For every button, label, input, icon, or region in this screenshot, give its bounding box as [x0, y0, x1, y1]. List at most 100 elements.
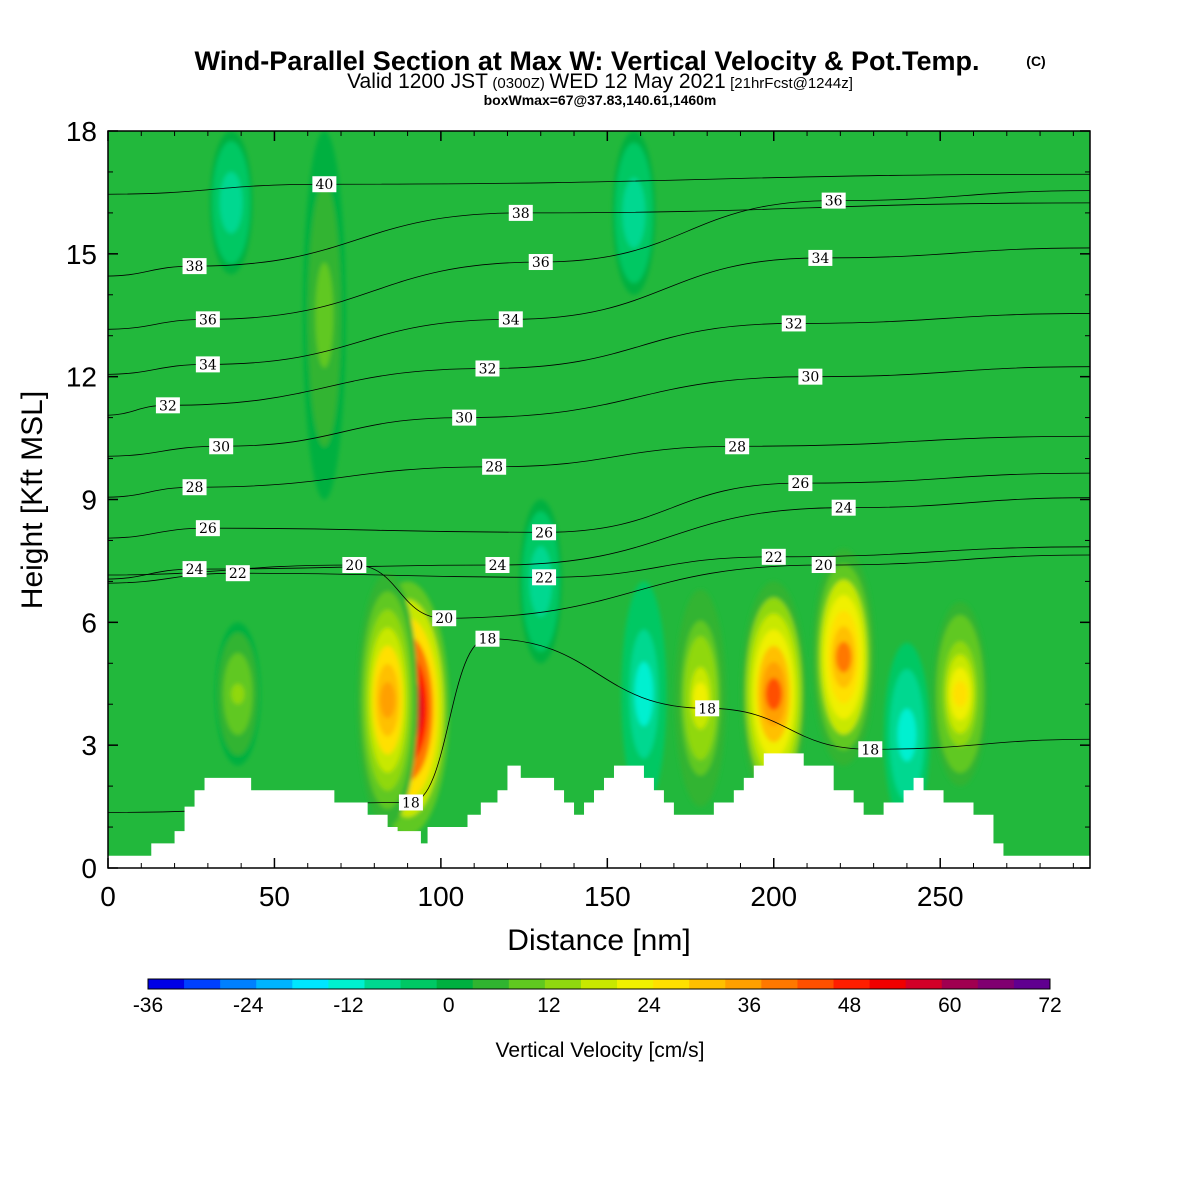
- colorbar-tick-label: 48: [838, 994, 861, 1017]
- theta-label-box: [312, 176, 337, 193]
- theta-label: 20: [811, 557, 836, 574]
- theta-label-text: 38: [512, 206, 530, 222]
- theta-label-text: 40: [315, 177, 333, 193]
- colorbar-label: Vertical Velocity [cm/s]: [496, 1039, 705, 1062]
- theta-label-text: 26: [199, 521, 217, 537]
- theta-label-box: [532, 569, 557, 586]
- theta-label-box: [452, 409, 477, 426]
- velocity-core: [952, 680, 968, 708]
- colorbar-tick-label: 0: [443, 994, 455, 1017]
- colorbar-tick-label: 72: [1038, 994, 1061, 1017]
- x-tick-label: 250: [917, 881, 964, 912]
- theta-label: 34: [195, 356, 220, 373]
- theta-label-text: 20: [435, 611, 453, 627]
- theta-label: 36: [821, 192, 846, 210]
- theta-label-text: 20: [345, 558, 363, 574]
- y-axis-label: Height [Kft MSL]: [16, 391, 49, 609]
- box-wmax-label: boxWmax=67@37.83,140.61,1460m: [484, 92, 717, 108]
- velocity-core: [231, 683, 245, 705]
- y-tick-label: 15: [66, 239, 97, 270]
- velocity-field: [209, 131, 988, 836]
- colorbar-swatch: [472, 979, 510, 989]
- theta-label-text: 18: [479, 632, 497, 648]
- colorbar-swatch: [256, 979, 293, 989]
- theta-label: 32: [475, 360, 500, 377]
- colorbar-tick-label: -24: [233, 994, 264, 1017]
- plot-area: 40 38 38 36 36 36 34 34 34 32 32 32 30 30 30 28 28 28 26 26…: [108, 131, 1090, 868]
- theta-label: 18: [398, 794, 423, 811]
- theta-label: 30: [452, 409, 477, 427]
- velocity-core: [224, 192, 238, 213]
- colorbar-swatch: [725, 979, 762, 989]
- theta-label: 28: [182, 479, 207, 496]
- theta-label-text: 36: [532, 255, 550, 271]
- chart-title: Wind-Parallel Section at Max W: Vertical…: [195, 46, 980, 76]
- colorbar-swatch: [1013, 979, 1051, 989]
- theta-label-box: [195, 356, 220, 373]
- theta-label: 20: [432, 610, 457, 627]
- theta-label-box: [811, 557, 836, 574]
- theta-label: 24: [485, 557, 510, 574]
- theta-label-box: [528, 254, 553, 271]
- x-axis-label: Distance [nm]: [507, 924, 690, 957]
- theta-label: 36: [528, 254, 553, 271]
- theta-label-text: 28: [485, 460, 503, 476]
- x-tick-label: 50: [259, 881, 290, 912]
- theta-label-box: [508, 204, 533, 221]
- colorbar-tick-label: 24: [637, 994, 661, 1017]
- theta-label-text: 34: [199, 357, 217, 373]
- theta-label-box: [182, 479, 207, 496]
- theta-contour-22: [108, 546, 1090, 584]
- colorbar-swatch: [653, 979, 690, 989]
- theta-label-box: [155, 397, 180, 414]
- colorbar-swatch: [869, 979, 907, 989]
- colorbar-swatch: [436, 979, 474, 989]
- x-tick-label: 0: [100, 881, 116, 912]
- theta-label: 18: [695, 700, 720, 717]
- colorbar-tick-label: -36: [133, 994, 163, 1017]
- theta-label: 20: [342, 557, 367, 574]
- colorbar-swatch: [148, 979, 185, 989]
- theta-label-text: 24: [489, 558, 507, 574]
- terrain: [108, 753, 1090, 868]
- colorbar-tick-label: 60: [938, 994, 961, 1017]
- theta-label-box: [225, 565, 250, 582]
- colorbar-swatch: [833, 979, 871, 989]
- colorbar-swatch: [292, 979, 329, 989]
- theta-label-box: [195, 311, 220, 328]
- theta-label-text: 24: [835, 501, 853, 517]
- velocity-core: [637, 677, 651, 711]
- theta-label-text: 26: [535, 525, 553, 541]
- theta-label-box: [808, 249, 833, 266]
- colorbar-tick-label: 12: [537, 994, 560, 1017]
- theta-label-box: [398, 794, 423, 811]
- theta-label: 30: [209, 438, 234, 455]
- colorbar-swatch: [328, 979, 365, 989]
- theta-label-text: 32: [159, 398, 177, 414]
- theta-label-text: 22: [765, 550, 783, 566]
- theta-label-box: [788, 475, 813, 492]
- theta-label: 22: [761, 548, 786, 566]
- y-tick-label: 9: [81, 485, 97, 516]
- theta-label-text: 36: [825, 194, 843, 210]
- theta-contour-20: [108, 554, 1090, 619]
- theta-label-box: [432, 610, 457, 627]
- theta-label: 26: [532, 524, 557, 541]
- theta-label-box: [482, 458, 507, 475]
- colorbar-tick-label: 36: [738, 994, 761, 1017]
- colorbar-swatch: [905, 979, 943, 989]
- theta-label: 26: [195, 520, 220, 537]
- theta-label: 36: [195, 311, 220, 328]
- theta-label: 24: [831, 499, 856, 517]
- velocity-core: [765, 677, 782, 711]
- x-tick-label: 200: [750, 881, 797, 912]
- theta-label-text: 34: [811, 251, 829, 267]
- colorbar-swatch: [941, 979, 979, 989]
- velocity-core: [900, 721, 914, 749]
- theta-label-box: [831, 499, 856, 516]
- colorbar-swatch: [617, 979, 654, 989]
- colorbar-swatch: [689, 979, 726, 989]
- theta-label: 24: [182, 561, 207, 578]
- copyright-mark: (C): [1026, 53, 1045, 69]
